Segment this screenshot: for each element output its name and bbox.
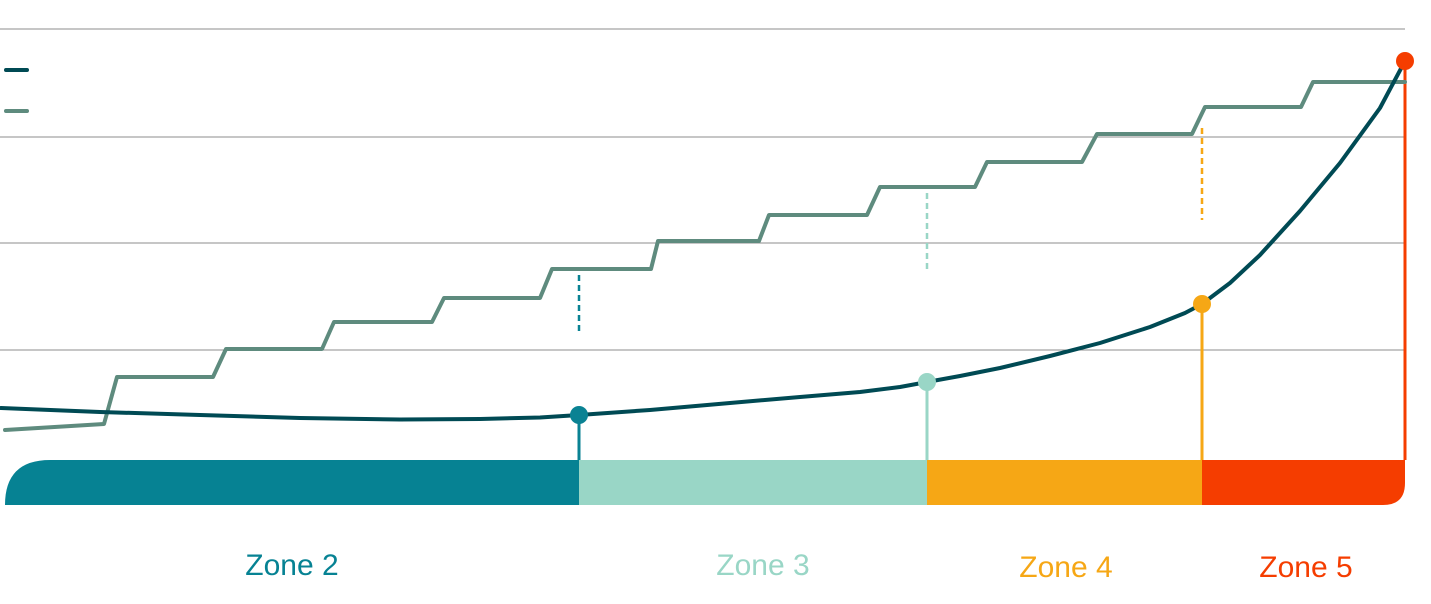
zone-label-zone2: Zone 2 xyxy=(245,549,338,582)
threshold-point-2 xyxy=(1193,295,1211,313)
zone-bar-zone3 xyxy=(579,460,927,505)
zone-bar-zone5 xyxy=(1202,460,1405,505)
zone-label-zone4: Zone 4 xyxy=(1019,551,1112,584)
zone-label-zone3: Zone 3 xyxy=(716,549,809,582)
zone-bar xyxy=(5,460,1405,505)
zone-labels: Zone 2 Zone 3 Zone 4 Zone 5 xyxy=(245,549,1352,584)
threshold-point-3 xyxy=(1396,52,1414,70)
series-stepped xyxy=(3,80,1407,432)
threshold-point-1 xyxy=(918,373,936,391)
threshold-point-0 xyxy=(570,406,588,424)
zone-bar-zone4 xyxy=(927,460,1202,505)
threshold-points xyxy=(570,52,1414,424)
threshold-markers xyxy=(577,61,1407,460)
series-lines xyxy=(0,59,1407,432)
zone-bar-zone2 xyxy=(5,460,579,505)
zone-label-zone5: Zone 5 xyxy=(1259,551,1352,584)
legend xyxy=(4,68,29,113)
